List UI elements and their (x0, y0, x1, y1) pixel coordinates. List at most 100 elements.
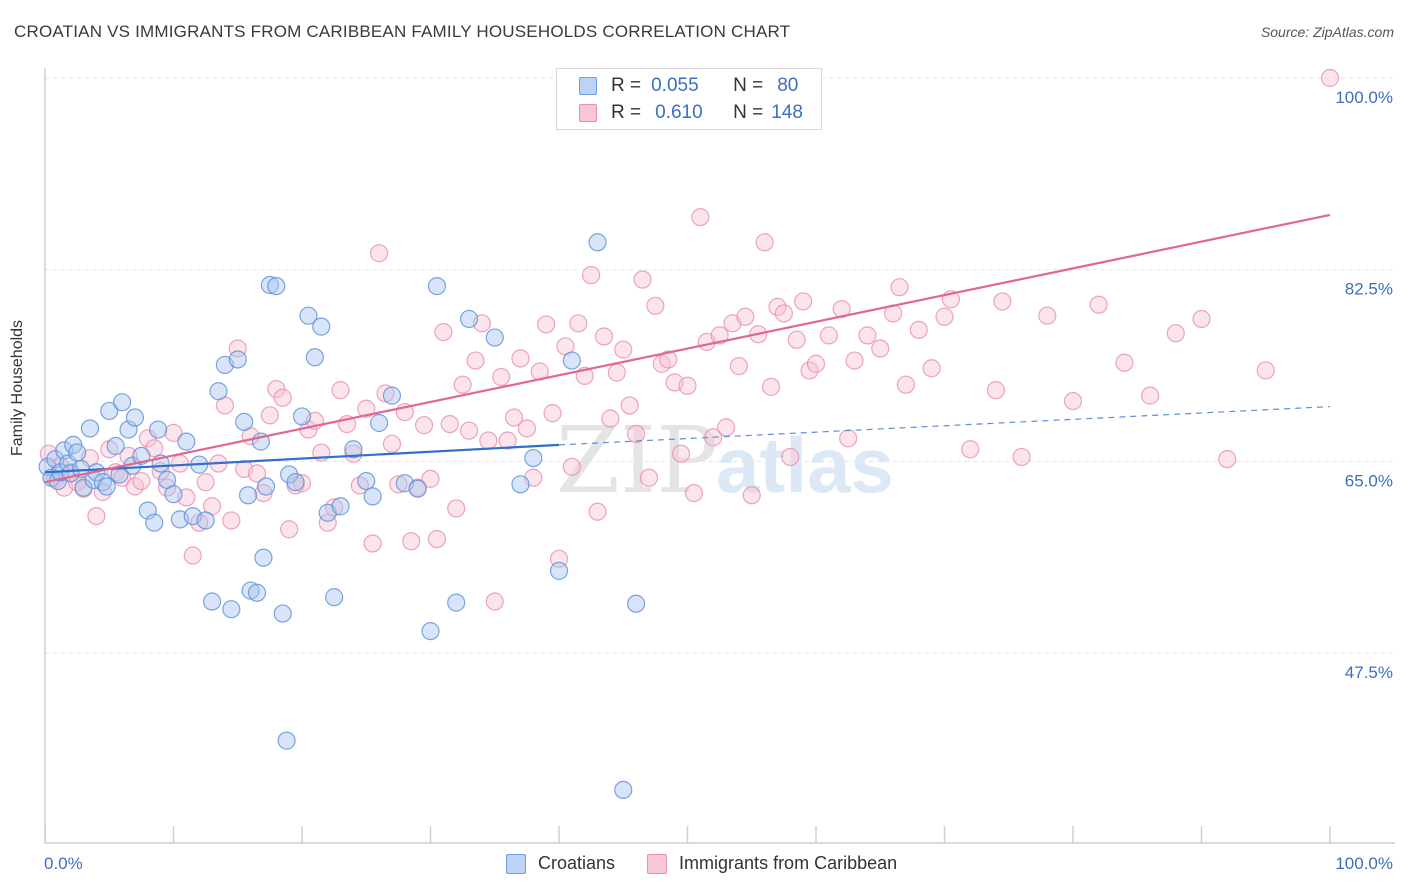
point-croatians (97, 477, 116, 496)
point-caribbean (787, 330, 806, 349)
point-caribbean (183, 546, 202, 565)
point-caribbean (594, 327, 614, 346)
legend-swatch-croatians (506, 853, 526, 874)
point-caribbean (607, 363, 626, 382)
point-caribbean (684, 483, 704, 503)
point-caribbean (639, 468, 659, 487)
point-caribbean (1063, 391, 1083, 411)
point-caribbean (729, 356, 749, 376)
point-croatians (562, 351, 581, 370)
point-caribbean (896, 375, 916, 394)
point-caribbean (806, 354, 826, 373)
point-caribbean (646, 296, 665, 315)
point-croatians (626, 594, 646, 613)
point-caribbean (331, 381, 350, 400)
point-caribbean (402, 532, 421, 551)
point-caribbean (845, 351, 864, 370)
source-label: Source: ZipAtlas.com (1260, 24, 1394, 40)
point-caribbean (247, 464, 267, 483)
point-caribbean (498, 431, 517, 450)
point-croatians (331, 497, 350, 516)
point-caribbean (582, 266, 601, 285)
point-croatians (305, 348, 324, 367)
legend-r-label: R = (611, 75, 642, 96)
point-croatians (164, 485, 183, 504)
trendline-croatians-extension (558, 405, 1331, 446)
trendline-caribbean (44, 213, 1331, 484)
point-caribbean (421, 469, 440, 488)
point-caribbean (511, 349, 530, 368)
point-croatians (524, 448, 543, 468)
point-croatians (312, 317, 331, 336)
point-caribbean (1256, 361, 1275, 380)
point-croatians (209, 382, 228, 401)
point-croatians (292, 407, 312, 426)
point-croatians (363, 487, 382, 506)
point-caribbean (459, 421, 479, 440)
point-caribbean (858, 326, 877, 345)
point-croatians (202, 592, 222, 611)
point-caribbean (742, 486, 761, 505)
x-tick-label: 100.0% (1335, 854, 1393, 873)
point-croatians (427, 276, 447, 296)
point-croatians (357, 471, 376, 491)
y-tick-label: 100.0% (1335, 88, 1393, 107)
point-caribbean (170, 454, 190, 473)
point-caribbean (671, 444, 691, 463)
point-caribbean (1166, 324, 1185, 343)
point-croatians (447, 593, 466, 612)
point-croatians (145, 513, 164, 532)
legend-r-label: R = (611, 102, 642, 123)
point-caribbean (819, 326, 838, 345)
point-croatians (196, 511, 215, 530)
point-caribbean (466, 351, 485, 370)
watermark-zip: ZIP (556, 407, 718, 514)
legend-n-label: N = (733, 75, 764, 96)
point-caribbean (543, 404, 562, 423)
point-caribbean (1012, 447, 1031, 467)
chart-title: CROATIAN VS IMMIGRANTS FROM CARIBBEAN FA… (14, 22, 791, 41)
point-caribbean (755, 233, 774, 252)
point-caribbean (485, 592, 504, 611)
y-tick-label: 82.5% (1345, 280, 1393, 299)
point-caribbean (601, 409, 620, 428)
point-croatians (125, 408, 145, 427)
point-caribbean (427, 529, 447, 549)
point-caribbean (774, 304, 793, 323)
point-caribbean (87, 506, 106, 526)
point-croatians (549, 561, 569, 580)
point-caribbean (260, 406, 279, 425)
legend-n-value-croatians: 80 (777, 75, 799, 96)
point-croatians (80, 419, 100, 438)
point-croatians (408, 479, 427, 498)
point-caribbean (678, 376, 697, 395)
point-caribbean (614, 340, 633, 359)
point-caribbean (800, 361, 819, 380)
point-caribbean (961, 440, 980, 459)
point-croatians (256, 477, 276, 496)
legend-label-caribbean: Immigrants from Caribbean (679, 853, 898, 873)
point-caribbean (382, 434, 402, 453)
point-croatians (106, 436, 125, 456)
trendline-croatians (44, 443, 560, 474)
point-croatians (177, 432, 196, 451)
legend-row-caribbean: R = 0.610 N = 148 (557, 100, 803, 126)
point-caribbean (434, 322, 453, 342)
point-croatians (148, 420, 168, 439)
point-caribbean (768, 297, 787, 317)
point-caribbean (716, 418, 736, 437)
point-croatians (228, 350, 247, 369)
point-croatians (344, 440, 363, 459)
point-caribbean (1320, 68, 1340, 88)
point-caribbean (922, 359, 941, 378)
y-tick-label: 47.5% (1345, 663, 1393, 682)
point-caribbean (280, 520, 299, 539)
point-caribbean (440, 414, 459, 434)
point-caribbean (1140, 386, 1160, 405)
point-croatians (277, 731, 296, 750)
point-caribbean (389, 475, 408, 494)
point-caribbean (447, 499, 466, 518)
point-croatians (286, 473, 305, 492)
point-caribbean (222, 511, 241, 530)
